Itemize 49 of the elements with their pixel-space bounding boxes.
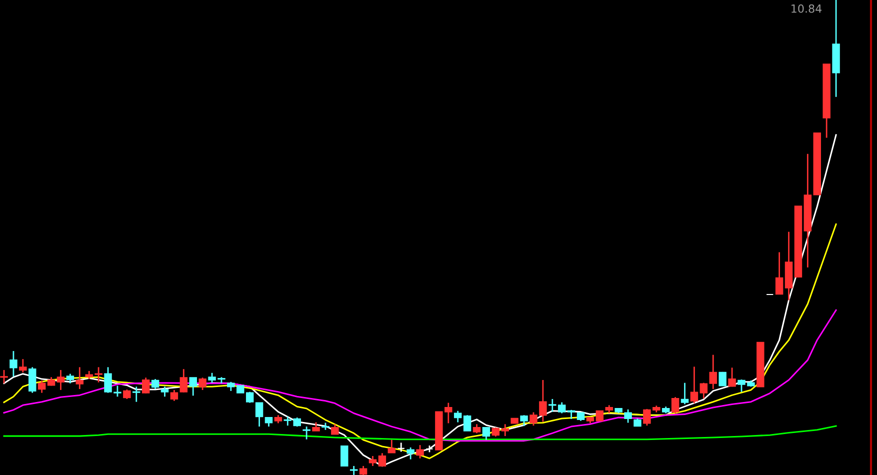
candlestick	[680, 382, 689, 405]
candlestick	[10, 350, 18, 378]
candlestick	[170, 389, 178, 402]
annotation: 10.84	[792, 4, 822, 13]
candlestick	[189, 376, 197, 396]
candlestick	[180, 368, 188, 394]
candlestick	[482, 426, 490, 441]
candlestick	[567, 409, 576, 420]
candlestick	[350, 465, 358, 475]
candlestick	[123, 388, 131, 400]
candlestick	[198, 376, 206, 391]
candlestick	[388, 439, 396, 454]
candlestick	[416, 444, 424, 460]
candlestick	[406, 446, 414, 460]
candlestick	[775, 252, 784, 295]
candlestick	[340, 445, 348, 467]
candlestick	[132, 386, 140, 403]
candlestick	[0, 369, 8, 384]
candlestick	[160, 386, 169, 398]
candlestick	[76, 366, 84, 390]
candlestick	[368, 455, 377, 467]
candlestick	[264, 416, 273, 428]
candlestick	[397, 442, 405, 452]
candlestick	[378, 452, 386, 467]
candlestick	[28, 366, 36, 394]
candlestick	[66, 373, 74, 384]
candlestick	[718, 371, 726, 386]
candlestick	[359, 465, 368, 475]
candlestick	[246, 391, 254, 404]
candlestick	[709, 354, 717, 390]
candlestick	[142, 376, 150, 394]
candlestick	[492, 426, 500, 438]
candlestick	[151, 378, 160, 390]
candlestick	[728, 366, 736, 388]
candlestick	[56, 369, 65, 391]
candlestick	[463, 414, 472, 432]
candlestick	[700, 382, 708, 400]
candlestick	[501, 423, 509, 437]
candlestick	[255, 402, 264, 428]
candlestick	[671, 396, 680, 414]
candlestick	[19, 358, 27, 374]
candlestick	[302, 426, 310, 440]
candlestick	[690, 366, 698, 404]
candlestick	[596, 410, 604, 422]
candlestick	[472, 423, 481, 434]
candlestick	[331, 423, 339, 435]
candlestick	[454, 410, 462, 423]
candlestick	[38, 380, 46, 394]
candlestick	[520, 414, 528, 427]
